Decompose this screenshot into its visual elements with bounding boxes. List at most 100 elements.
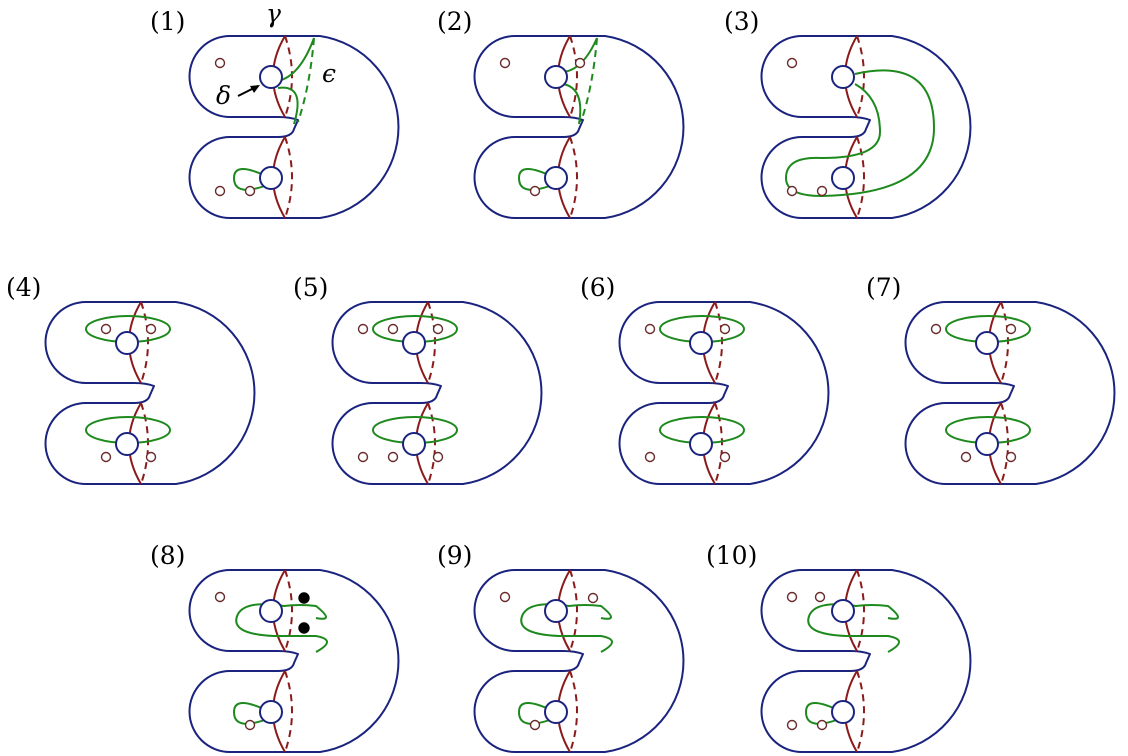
handle-hole [976, 433, 998, 455]
meridian-back [570, 671, 577, 752]
puncture [816, 593, 825, 602]
meridian-back [1001, 302, 1008, 383]
puncture [646, 325, 655, 334]
panel-6: (6) [580, 273, 828, 484]
handle-hole [116, 332, 138, 354]
panel-4: (4) [6, 273, 254, 484]
meridian-back [141, 403, 148, 484]
puncture [389, 325, 398, 334]
handle-hole [832, 701, 854, 723]
panel-label: (10) [706, 541, 757, 570]
curve [581, 38, 597, 122]
panel-9: (9) [437, 541, 683, 752]
marked-point [299, 593, 309, 603]
meridian-back [285, 570, 292, 651]
handle-hole [545, 600, 567, 622]
marked-point [299, 623, 309, 633]
curve [786, 70, 934, 196]
puncture [102, 453, 111, 462]
puncture [434, 325, 443, 334]
puncture [531, 187, 540, 196]
puncture [721, 453, 730, 462]
meridian-back [857, 137, 864, 218]
puncture [434, 453, 443, 462]
handle-hole [260, 66, 282, 88]
puncture [788, 593, 797, 602]
puncture [531, 721, 540, 730]
meridian-back [285, 137, 292, 218]
puncture [246, 187, 255, 196]
puncture [788, 721, 797, 730]
puncture [147, 453, 156, 462]
panel-label: (2) [437, 7, 472, 36]
meridian-back [285, 671, 292, 752]
panel-label: (5) [293, 273, 328, 302]
panel-7: (7) [866, 273, 1114, 484]
panel-label: (1) [150, 7, 185, 36]
puncture [818, 721, 827, 730]
panel-2: (2) [437, 7, 683, 218]
puncture [589, 594, 598, 603]
meridian-back [570, 137, 577, 218]
handle-hole [403, 332, 425, 354]
puncture [359, 325, 368, 334]
curve [298, 38, 314, 122]
handle-hole [260, 167, 282, 189]
meridian-back [141, 302, 148, 383]
meridian-back [428, 302, 435, 383]
meridian-back [570, 36, 577, 117]
panel-label: (4) [6, 273, 41, 302]
puncture [788, 59, 797, 68]
panel-8: (8) [150, 541, 398, 752]
panel-10: (10) [706, 541, 970, 752]
panel-label: (3) [724, 7, 759, 36]
handle-hole [260, 701, 282, 723]
puncture [147, 325, 156, 334]
symbol-epsilon: ϵ [322, 59, 336, 88]
meridian-back [857, 570, 864, 651]
panel-label: (6) [580, 273, 615, 302]
handle-hole [545, 66, 567, 88]
panel-3: (3) [724, 7, 970, 218]
puncture [932, 325, 941, 334]
puncture [501, 593, 510, 602]
symbol-delta: δ [216, 81, 231, 110]
puncture [788, 187, 797, 196]
puncture [216, 187, 225, 196]
puncture [1007, 325, 1016, 334]
panel-1: (1) γ δ ϵ [150, 0, 398, 218]
handle-hole [832, 167, 854, 189]
puncture [818, 187, 827, 196]
puncture [102, 325, 111, 334]
puncture [576, 59, 585, 68]
handle-hole [690, 433, 712, 455]
symbol-gamma: γ [266, 0, 281, 28]
handle-hole [832, 66, 854, 88]
puncture [1007, 453, 1016, 462]
meridian-back [857, 671, 864, 752]
puncture [359, 453, 368, 462]
panel-5: (5) [293, 273, 541, 484]
handle-hole [545, 701, 567, 723]
handle-hole [690, 332, 712, 354]
meridian-back [715, 403, 722, 484]
handle-hole [116, 433, 138, 455]
puncture [962, 453, 971, 462]
handle-hole [832, 600, 854, 622]
puncture [216, 593, 225, 602]
meridian-back [857, 36, 864, 117]
panel-label: (9) [437, 541, 472, 570]
handle-hole [976, 332, 998, 354]
puncture [646, 453, 655, 462]
handle-hole [260, 600, 282, 622]
meridian-back [1001, 403, 1008, 484]
puncture [216, 59, 225, 68]
panel-label: (7) [866, 273, 901, 302]
puncture [389, 453, 398, 462]
meridian-back [428, 403, 435, 484]
puncture [721, 325, 730, 334]
handle-hole [545, 167, 567, 189]
puncture [246, 721, 255, 730]
meridian-back [570, 570, 577, 651]
